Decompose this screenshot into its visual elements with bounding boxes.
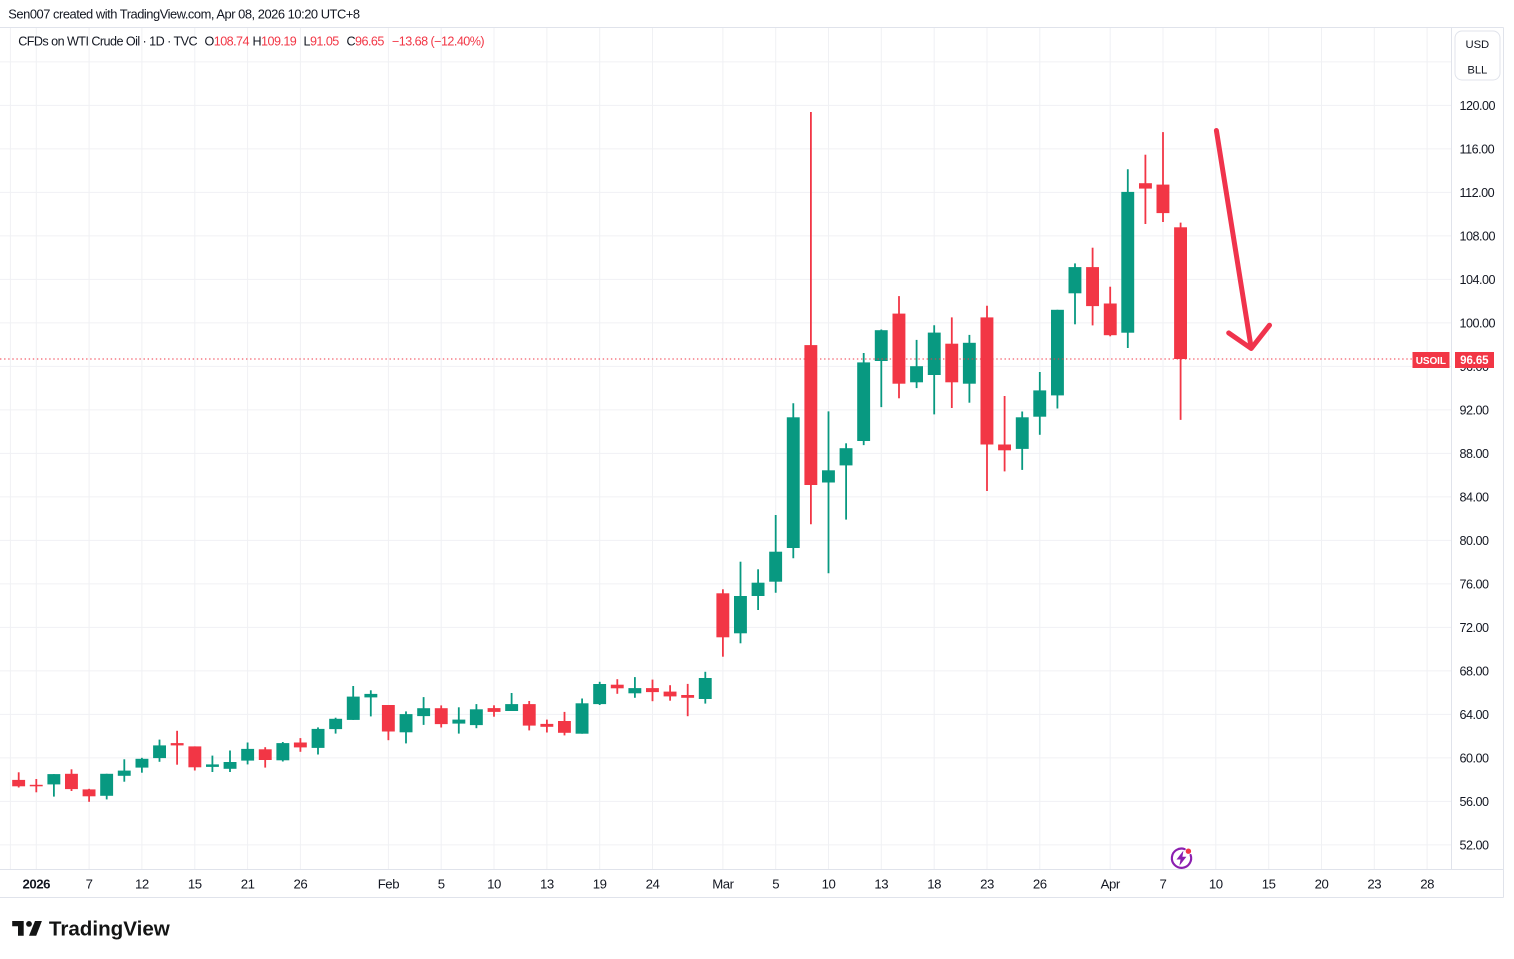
svg-text:108.00: 108.00 [1460,230,1496,244]
svg-text:CFDs on WTI Crude Oil · 1D · T: CFDs on WTI Crude Oil · 1D · TVC [18,34,197,48]
svg-text:C96.65: C96.65 [347,34,385,48]
svg-text:L91.05: L91.05 [304,34,340,48]
svg-text:10: 10 [822,877,836,892]
svg-text:13: 13 [540,877,554,892]
svg-text:20: 20 [1315,877,1329,892]
svg-text:21: 21 [241,877,255,892]
svg-text:120.00: 120.00 [1460,99,1496,113]
svg-text:96.65: 96.65 [1460,355,1489,367]
svg-text:60.00: 60.00 [1460,752,1490,766]
svg-text:12: 12 [135,877,149,892]
svg-text:26: 26 [294,877,308,892]
svg-text:76.00: 76.00 [1460,578,1490,592]
svg-text:Feb: Feb [378,877,399,892]
svg-text:19: 19 [593,877,607,892]
svg-text:112.00: 112.00 [1460,186,1495,200]
svg-text:TradingView: TradingView [49,918,171,941]
svg-text:USD: USD [1466,39,1490,51]
svg-text:BLL: BLL [1467,65,1487,77]
svg-text:56.00: 56.00 [1460,795,1490,809]
svg-text:7: 7 [86,877,93,892]
svg-text:26: 26 [1033,877,1047,892]
svg-text:18: 18 [927,877,941,892]
svg-text:24: 24 [646,877,660,892]
svg-text:104.00: 104.00 [1460,273,1496,287]
svg-text:23: 23 [1367,877,1381,892]
svg-text:23: 23 [980,877,994,892]
svg-text:USOIL: USOIL [1416,356,1446,367]
svg-text:28: 28 [1420,877,1434,892]
svg-text:80.00: 80.00 [1460,534,1490,548]
svg-text:100.00: 100.00 [1460,317,1496,331]
svg-text:Sen007 created with TradingVie: Sen007 created with TradingView.com, Apr… [8,6,360,21]
svg-text:84.00: 84.00 [1460,491,1490,505]
svg-text:−13.68 (−12.40%): −13.68 (−12.40%) [392,34,484,48]
svg-text:2026: 2026 [23,877,51,892]
svg-text:116.00: 116.00 [1460,143,1495,157]
svg-text:10: 10 [1209,877,1223,892]
svg-text:64.00: 64.00 [1460,708,1490,722]
svg-text:5: 5 [772,877,779,892]
svg-text:Apr: Apr [1101,877,1121,892]
svg-text:13: 13 [874,877,888,892]
svg-text:72.00: 72.00 [1460,621,1490,635]
svg-text:O108.74: O108.74 [205,34,250,48]
svg-text:H109.19: H109.19 [253,34,297,48]
svg-text:92.00: 92.00 [1460,404,1490,418]
svg-text:68.00: 68.00 [1460,665,1490,679]
svg-text:7: 7 [1160,877,1167,892]
svg-text:10: 10 [487,877,501,892]
svg-text:52.00: 52.00 [1460,839,1490,853]
svg-text:15: 15 [1262,877,1276,892]
svg-text:Mar: Mar [712,877,734,892]
svg-text:5: 5 [438,877,445,892]
svg-text:88.00: 88.00 [1460,447,1490,461]
svg-text:15: 15 [188,877,202,892]
